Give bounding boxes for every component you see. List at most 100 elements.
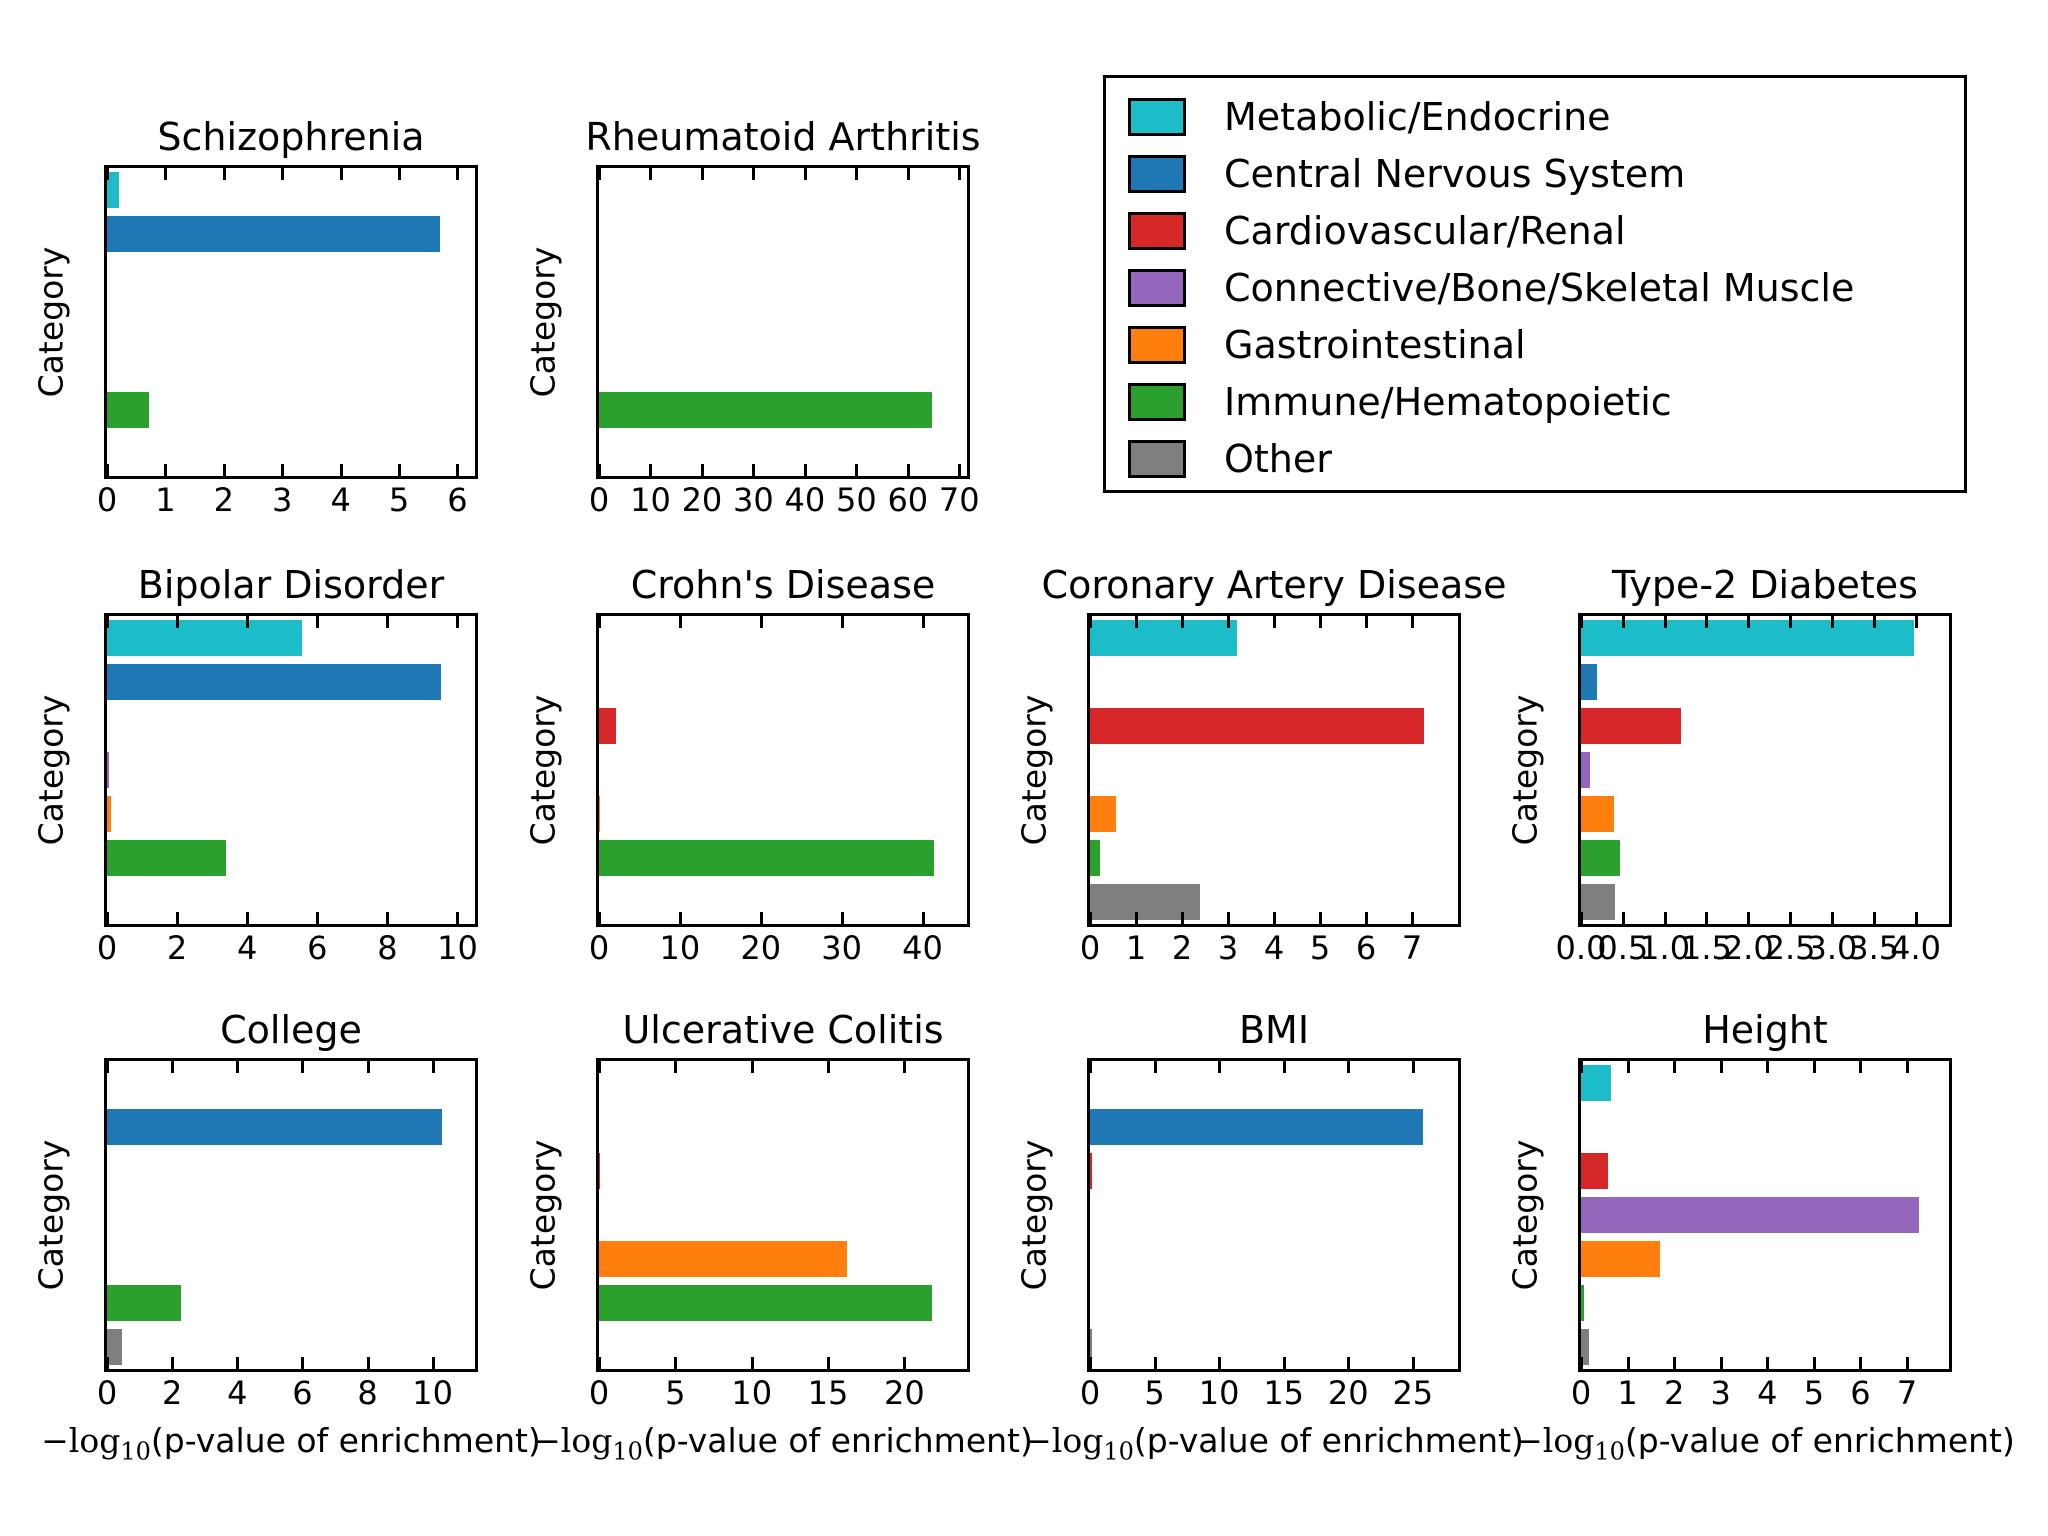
x-tick-label: 20	[681, 481, 723, 519]
x-axis-label-log: −log	[41, 1421, 121, 1460]
x-tick-mark	[1365, 912, 1368, 924]
bar-immune-hematopoietic	[1581, 1285, 1585, 1321]
bar-metabolic-endocrine	[107, 172, 119, 208]
bar-immune-hematopoietic	[1090, 840, 1101, 876]
x-tick-mark	[236, 1061, 240, 1073]
x-tick-label: 4	[237, 929, 258, 967]
x-tick-label: 0.0	[1555, 929, 1607, 967]
x-tick-mark	[1705, 912, 1709, 924]
bar-gastrointestinal	[1581, 1241, 1661, 1277]
x-tick-mark	[840, 912, 844, 924]
x-tick-mark	[1411, 1357, 1415, 1369]
x-tick-mark	[1766, 1357, 1770, 1369]
bar-other	[1090, 1329, 1092, 1365]
x-tick-mark	[1089, 616, 1092, 628]
y-axis-label: Category	[523, 1139, 563, 1291]
x-tick-label: 20	[740, 929, 782, 967]
x-tick-mark	[1365, 616, 1368, 628]
x-tick-label: 10	[1198, 1374, 1240, 1412]
x-tick-mark	[1135, 912, 1138, 924]
x-tick-mark	[678, 912, 682, 924]
bar-central-nervous-system	[107, 216, 440, 252]
x-tick-mark	[398, 464, 402, 476]
x-tick-mark	[1789, 616, 1793, 628]
x-tick-label: 0.5	[1597, 929, 1649, 967]
x-tick-label: 5	[1803, 1374, 1825, 1412]
bar-gastrointestinal	[107, 796, 111, 832]
x-tick-mark	[1830, 912, 1834, 924]
bar-immune-hematopoietic	[599, 1285, 932, 1321]
bar-cardiovascular-renal	[599, 1153, 601, 1189]
x-tick-mark	[246, 616, 250, 628]
legend-label: Metabolic/Endocrine	[1224, 94, 1611, 139]
subplot-title: Type-2 Diabetes	[1612, 563, 1918, 607]
bar-cardiovascular-renal	[1581, 1153, 1609, 1189]
x-tick-label: 2	[1171, 929, 1193, 967]
x-tick-label: 2.0	[1722, 929, 1774, 967]
x-tick-mark	[1812, 1357, 1816, 1369]
x-tick-mark	[222, 168, 226, 180]
x-tick-mark	[456, 464, 460, 476]
subplot-title: Height	[1702, 1008, 1828, 1052]
x-tick-mark	[958, 464, 962, 476]
x-tick-mark	[700, 168, 704, 180]
x-tick-mark	[1411, 912, 1414, 924]
bar-connective-bone-skeletal-muscle	[107, 752, 110, 788]
bar-central-nervous-system	[1581, 664, 1597, 700]
legend-label: Other	[1224, 436, 1332, 481]
x-tick-mark	[431, 1061, 435, 1073]
subplot-bmi: BMI Category 0 5 10 15 20 25 −log10(p-value of e…	[1015, 1011, 1524, 1465]
x-tick-mark	[1218, 1061, 1222, 1073]
bar-immune-hematopoietic	[107, 840, 227, 876]
x-tick-mark	[339, 464, 343, 476]
x-tick-mark	[1859, 1357, 1863, 1369]
x-tick-label: 0	[588, 481, 610, 519]
x-tick-label: 70	[938, 481, 980, 519]
bar-gastrointestinal	[1090, 796, 1117, 832]
x-axis-label-log: −log	[533, 1421, 613, 1460]
x-tick-mark	[906, 168, 910, 180]
x-tick-mark	[1282, 1061, 1286, 1073]
x-tick-label: 20	[1327, 1374, 1369, 1412]
x-tick-mark	[456, 616, 460, 628]
bar-other	[1581, 1329, 1590, 1365]
x-tick-mark	[674, 1061, 678, 1073]
x-tick-label: 15	[807, 1374, 849, 1412]
x-tick-label: 2.5	[1764, 929, 1816, 967]
subplot-height: Height Category 0 1 2 3 4 5 6 7 −log10(p-value of …	[1506, 1011, 2015, 1465]
subplot-type-2-diabetes: Type-2 Diabetes Category 0.0 0.5 1.0 1.5 2.0 2.…	[1506, 566, 1952, 964]
x-tick-mark	[1626, 1061, 1630, 1073]
legend-label: Cardiovascular/Renal	[1224, 208, 1626, 253]
x-tick-mark	[106, 616, 109, 628]
x-tick-label: 0	[96, 481, 118, 519]
x-tick-label: 2	[213, 481, 234, 519]
x-tick-mark	[1914, 616, 1918, 628]
x-tick-mark	[106, 1357, 109, 1369]
bar-cardiovascular-renal	[1581, 708, 1682, 744]
x-tick-mark	[1719, 1357, 1723, 1369]
x-tick-mark	[921, 912, 925, 924]
legend: Metabolic/Endocrine Central Nervous Syste…	[1103, 75, 1967, 493]
legend-swatch-connective-bone-skeletal-muscle	[1128, 268, 1186, 307]
x-tick-label: 50	[835, 481, 877, 519]
x-tick-mark	[598, 1357, 601, 1369]
x-tick-mark	[281, 168, 285, 180]
x-tick-mark	[598, 1061, 601, 1073]
bar-immune-hematopoietic	[599, 392, 932, 428]
x-tick-mark	[803, 168, 807, 180]
x-tick-mark	[1906, 1357, 1910, 1369]
x-tick-label: 10	[412, 1374, 454, 1412]
x-tick-label: 1.5	[1681, 929, 1732, 967]
x-tick-mark	[1621, 912, 1625, 924]
x-tick-mark	[1747, 616, 1751, 628]
x-tick-mark	[106, 1061, 109, 1073]
x-tick-label: 6	[307, 929, 328, 967]
x-tick-mark	[176, 912, 180, 924]
subplot-title: Rheumatoid Arthritis	[585, 115, 981, 159]
x-tick-mark	[1153, 1357, 1157, 1369]
legend-label: Immune/Hematopoietic	[1224, 379, 1672, 424]
x-tick-label: 5	[665, 1374, 686, 1412]
bar-immune-hematopoietic	[1581, 840, 1621, 876]
x-tick-mark	[855, 168, 859, 180]
x-tick-mark	[1089, 912, 1092, 924]
